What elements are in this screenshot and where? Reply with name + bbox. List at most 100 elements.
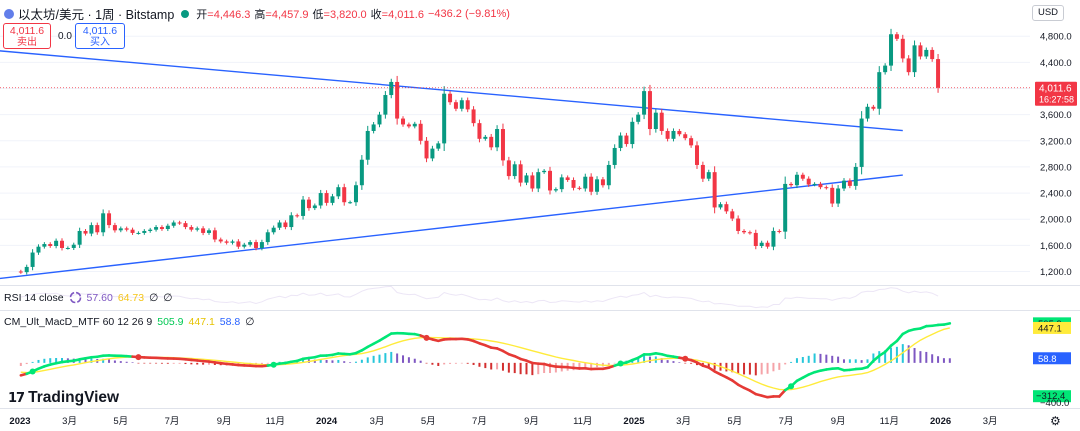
hist-bar: [848, 359, 851, 363]
hist-bar: [778, 362, 781, 370]
hist-bar: [325, 359, 328, 363]
candle: [48, 242, 53, 248]
hist-bar: [366, 357, 369, 363]
hist-bar: [725, 362, 728, 372]
candle: [236, 239, 241, 249]
hist-bar: [407, 357, 410, 363]
last-price-tag: 4,011.616:27:58: [1035, 81, 1077, 106]
candle: [618, 132, 623, 152]
sell-button[interactable]: 4,011.6 卖出: [3, 23, 51, 49]
hist-bar: [419, 360, 422, 363]
time-axis[interactable]: 2023 3月 5月 7月 9月 11月 2024 3月 5月 7月 9月 11月 2025 3月 5月 7月…: [0, 408, 1080, 431]
candle: [865, 103, 870, 122]
hist-bar: [613, 362, 616, 364]
tradingview-logo[interactable]: 17 TradingView: [6, 388, 122, 408]
hist-bar: [49, 358, 52, 363]
hist-bar: [825, 354, 828, 363]
cross-dot: [423, 334, 430, 341]
candle: [647, 84, 652, 136]
hist-bar: [37, 359, 40, 363]
rsi-line: [20, 285, 939, 309]
sell-price: 4,011.6: [9, 25, 45, 37]
time-tick-label: 7月: [779, 416, 794, 427]
hist-bar: [431, 362, 434, 365]
hist-bar: [713, 362, 716, 370]
macd-title[interactable]: CM_Ult_MacD_MTF 60 12 26 9: [4, 316, 153, 328]
price-chart[interactable]: 1,200.0 1,600.0 2,000.0 2,400.0 2,800.0 3,200…: [0, 0, 1080, 286]
hist-bar: [925, 351, 928, 363]
gear-icon[interactable]: ⚙: [1050, 414, 1061, 428]
candle: [936, 54, 941, 93]
candle: [753, 229, 758, 250]
price-axis[interactable]: 1,200.0 1,600.0 2,000.0 2,400.0 2,800.0 3,200…: [1031, 0, 1080, 286]
candle: [24, 264, 29, 275]
hist-bar: [143, 362, 146, 364]
hist-bar: [772, 362, 775, 372]
candle: [406, 122, 411, 129]
buy-button[interactable]: 4,011.6 买入: [75, 23, 125, 49]
hist-bar: [349, 362, 352, 363]
candle: [295, 213, 300, 218]
hist-bar: [90, 358, 93, 363]
price-tick-label: 2,000.0: [1040, 215, 1072, 226]
candle: [524, 172, 529, 186]
currency-selector[interactable]: USD: [1032, 5, 1064, 21]
hist-bar: [837, 356, 840, 363]
candle: [353, 181, 358, 206]
hist-bar: [549, 362, 552, 374]
candle: [495, 125, 500, 152]
candle: [336, 184, 341, 200]
candle: [612, 144, 617, 169]
hist-bar: [795, 358, 798, 363]
hist-bar: [513, 362, 516, 374]
hist-bar: [690, 362, 693, 364]
candle: [877, 66, 882, 115]
time-tick-label: 5月: [113, 416, 128, 427]
candle: [694, 141, 699, 169]
candle: [824, 185, 829, 190]
hist-bar: [196, 362, 199, 365]
hist-bar: [948, 358, 951, 363]
rsi-title[interactable]: RSI 14 close: [4, 291, 64, 304]
time-tick-label: 3月: [676, 416, 691, 427]
candle: [800, 172, 805, 181]
hist-bar: [472, 362, 475, 365]
candle: [530, 172, 535, 192]
candle: [359, 155, 364, 190]
candle: [107, 210, 112, 229]
candle: [841, 178, 846, 192]
time-tick-label: 2025: [623, 416, 645, 427]
hist-tag-label: 58.8: [1038, 354, 1057, 365]
hist-bar: [813, 353, 816, 363]
candle: [859, 111, 864, 175]
hist-bar: [202, 362, 205, 365]
symbol-title[interactable]: 以太坊/美元 · 1周 · Bitstamp: [18, 8, 175, 22]
hist-bar: [766, 362, 769, 374]
candle: [706, 169, 711, 182]
candle: [653, 109, 658, 133]
candle: [900, 34, 905, 63]
candle: [248, 240, 253, 247]
hist-bar: [590, 362, 593, 369]
rsi-indicator-icon[interactable]: [69, 291, 82, 304]
macd-pane[interactable]: 505.9 447.1 58.8 −312.4−400.0: [0, 310, 1080, 408]
high-value: 高=4,457.9: [254, 8, 309, 21]
candle: [483, 134, 488, 141]
time-tick-label: 9月: [831, 416, 846, 427]
candle: [571, 177, 576, 191]
hist-bar: [84, 358, 87, 363]
candle: [42, 242, 47, 249]
hist-bar: [119, 361, 122, 363]
candle: [348, 200, 353, 204]
hist-bar: [25, 362, 28, 365]
rsi-pane[interactable]: [0, 285, 1080, 309]
hist-bar: [666, 360, 669, 363]
candle: [930, 47, 935, 62]
hist-value: 58.8: [219, 316, 241, 328]
signal-tag: [1033, 321, 1071, 334]
hist-bar: [372, 355, 375, 363]
buy-price: 4,011.6: [82, 25, 118, 37]
candle: [389, 78, 394, 99]
candle: [747, 230, 752, 235]
hist-bar: [60, 358, 63, 363]
